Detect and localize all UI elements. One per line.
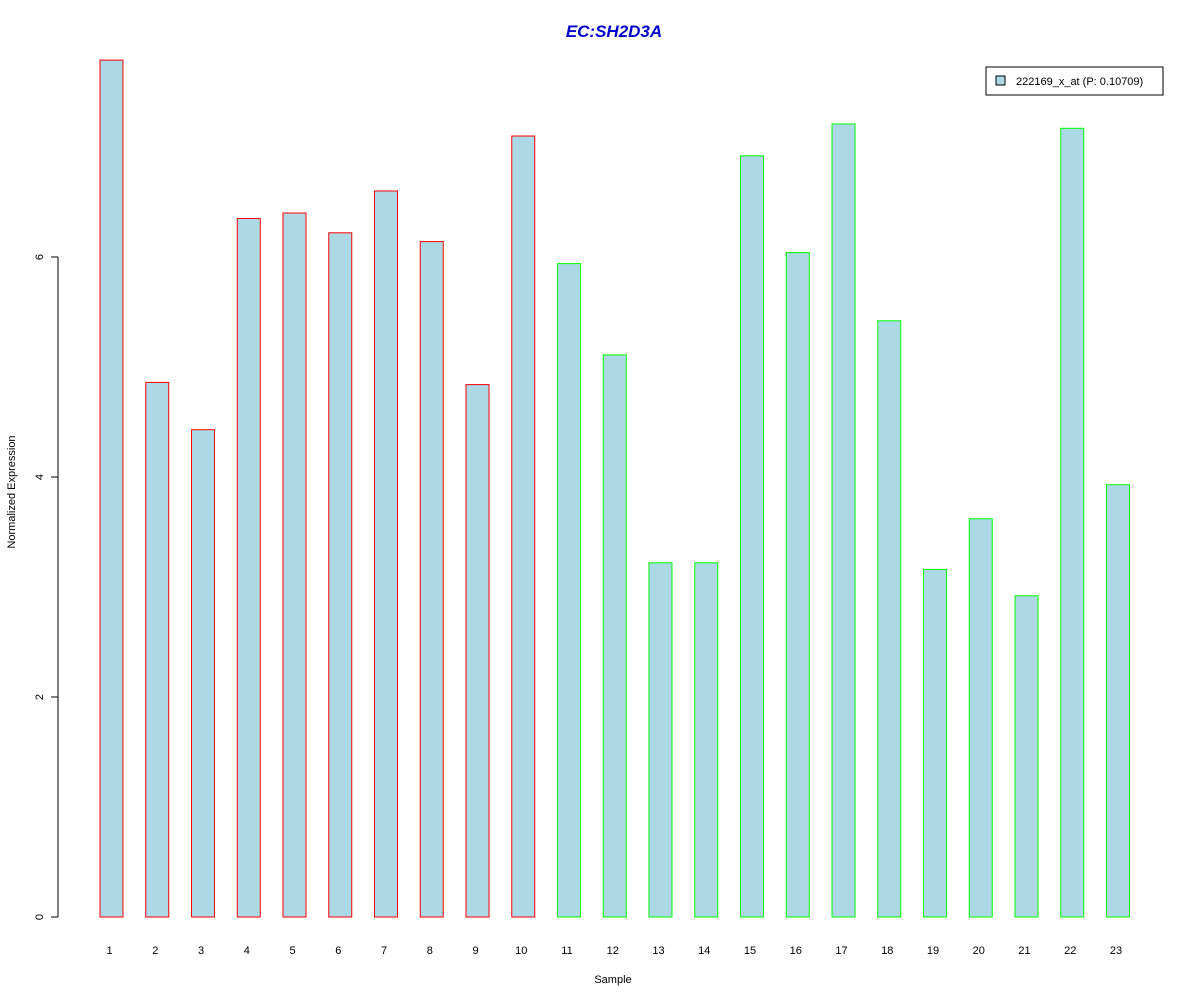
x-tick-label: 5 xyxy=(289,945,295,957)
bar-sample-17 xyxy=(831,123,856,918)
x-tick-label: 6 xyxy=(335,945,341,957)
x-tick-label: 9 xyxy=(472,945,478,957)
bar-sample-21 xyxy=(1014,595,1039,918)
bar-series xyxy=(99,59,1130,918)
bar-sample-9 xyxy=(465,384,490,918)
bar-sample-19 xyxy=(923,568,947,918)
bar-sample-7 xyxy=(374,190,398,918)
x-tick-label: 7 xyxy=(381,945,387,957)
x-tick-label: 20 xyxy=(973,945,985,957)
x-tick-label: 1 xyxy=(106,945,112,957)
chart-title: EC:SH2D3A xyxy=(566,22,662,41)
legend-label: 222169_x_at (P: 0.10709) xyxy=(1016,76,1143,88)
x-tick-label: 16 xyxy=(790,945,802,957)
x-tick-label: 19 xyxy=(927,945,939,957)
x-axis-tick-labels: 1 2 3 4 5 6 7 8 9 10 11 12 13 14 15 16 17 18 19 20 21 22 23 xyxy=(106,945,1122,957)
bar-sample-2 xyxy=(145,381,170,918)
y-tick-label: 0 xyxy=(34,914,46,920)
x-axis-label: Sample xyxy=(594,974,631,986)
bar-sample-6 xyxy=(328,232,353,918)
bar-sample-8 xyxy=(419,241,444,918)
legend-box xyxy=(985,66,1164,96)
bar-sample-10 xyxy=(511,135,536,918)
bar-sample-23 xyxy=(1106,484,1130,918)
bar-sample-16 xyxy=(785,252,810,918)
bar-sample-5 xyxy=(282,212,307,918)
y-axis: 0 2 4 6 xyxy=(34,254,59,920)
x-tick-label: 18 xyxy=(881,945,893,957)
bar-sample-14 xyxy=(694,562,719,918)
y-tick-label: 4 xyxy=(34,474,46,480)
bar-sample-22 xyxy=(1060,127,1085,918)
x-tick-label: 23 xyxy=(1110,945,1122,957)
x-tick-label: 8 xyxy=(427,945,433,957)
bar-sample-4 xyxy=(236,218,261,918)
y-tick-label: 2 xyxy=(34,694,46,700)
x-tick-label: 11 xyxy=(561,945,572,957)
x-tick-label: 15 xyxy=(744,945,756,957)
bar-sample-15 xyxy=(740,155,764,918)
x-tick-label: 2 xyxy=(152,945,158,957)
bar-sample-18 xyxy=(877,320,902,918)
y-tick-label: 6 xyxy=(34,254,46,260)
x-tick-label: 17 xyxy=(835,945,847,957)
bar-sample-11 xyxy=(557,263,581,918)
x-tick-label: 10 xyxy=(515,945,527,957)
y-axis-label: Normalized Expression xyxy=(6,435,18,548)
bar-sample-12 xyxy=(602,354,627,918)
x-tick-label: 3 xyxy=(198,945,204,957)
bar-sample-3 xyxy=(191,429,215,918)
x-tick-label: 14 xyxy=(698,945,710,957)
bar-sample-13 xyxy=(648,562,673,918)
bar-sample-20 xyxy=(968,518,993,918)
x-tick-label: 21 xyxy=(1018,945,1030,957)
x-tick-label: 4 xyxy=(244,945,250,957)
x-tick-label: 22 xyxy=(1064,945,1076,957)
x-tick-label: 13 xyxy=(652,945,664,957)
legend-swatch xyxy=(995,75,1006,86)
x-tick-label: 12 xyxy=(607,945,619,957)
bar-sample-1 xyxy=(99,59,124,918)
legend: 222169_x_at (P: 0.10709) xyxy=(985,66,1164,96)
